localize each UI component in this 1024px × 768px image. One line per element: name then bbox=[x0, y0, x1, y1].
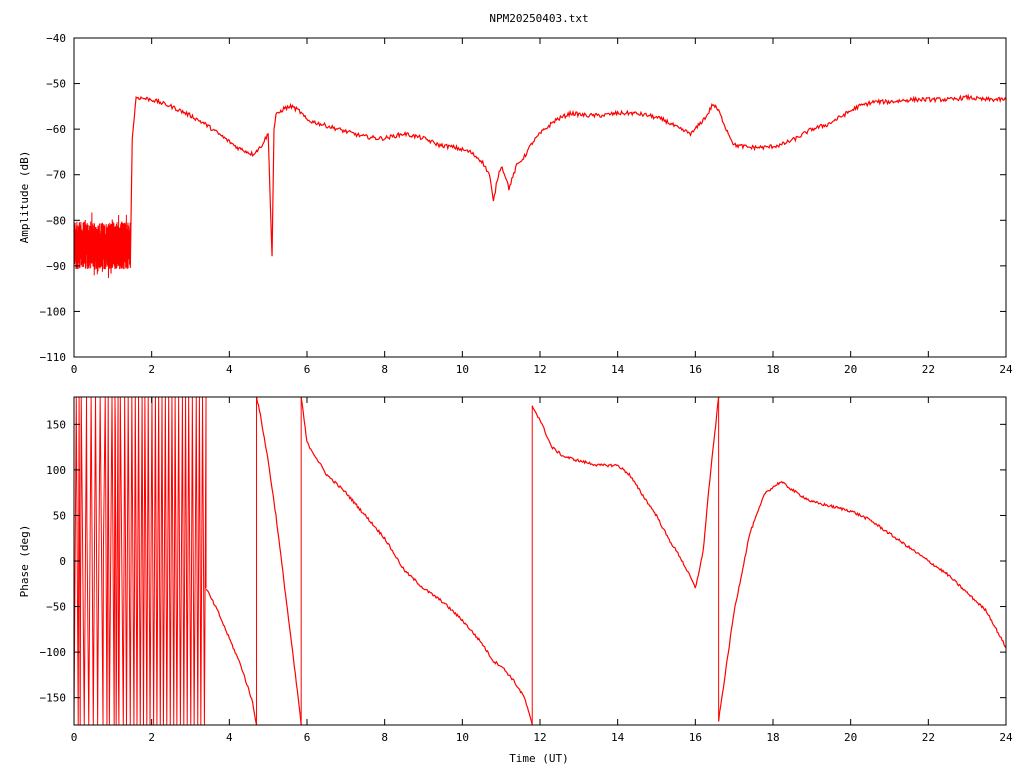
x-axis-label: Time (UT) bbox=[509, 752, 569, 765]
phase-line-segment-6 bbox=[718, 480, 1006, 722]
phase-x-tick-label: 4 bbox=[226, 731, 233, 744]
amplitude-x-tick-label: 6 bbox=[304, 363, 311, 376]
amplitude-x-tick-label: 14 bbox=[611, 363, 625, 376]
amplitude-y-tick-label: −50 bbox=[46, 78, 66, 91]
amplitude-x-tick-label: 16 bbox=[689, 363, 702, 376]
phase-wrapping-segment bbox=[74, 397, 207, 725]
phase-y-tick-label: −50 bbox=[46, 601, 66, 614]
phase-x-tick-label: 12 bbox=[533, 731, 546, 744]
phase-x-tick-label: 20 bbox=[844, 731, 857, 744]
amplitude-x-tick-label: 18 bbox=[766, 363, 779, 376]
amplitude-noisy-segment bbox=[74, 212, 131, 279]
phase-y-tick-label: −100 bbox=[40, 646, 67, 659]
amplitude-ticks: 0 2 4 6 8 10 12 14 16 18 20 22 24−110−100−90−80−70−6… bbox=[40, 32, 1013, 376]
phase-x-tick-label: 6 bbox=[304, 731, 311, 744]
amplitude-line bbox=[129, 93, 1006, 268]
amplitude-y-tick-label: −90 bbox=[46, 260, 66, 273]
phase-y-axis-label: Phase (deg) bbox=[18, 525, 31, 598]
phase-line-segment-4 bbox=[531, 405, 696, 589]
amplitude-x-tick-label: 8 bbox=[381, 363, 388, 376]
amplitude-y-tick-label: −110 bbox=[40, 351, 67, 364]
phase-series bbox=[74, 397, 1006, 725]
phase-x-tick-label: 10 bbox=[456, 731, 469, 744]
phase-x-tick-label: 14 bbox=[611, 731, 625, 744]
amplitude-y-tick-label: −40 bbox=[46, 32, 66, 45]
phase-line-segment-3 bbox=[300, 397, 533, 725]
amplitude-x-tick-label: 22 bbox=[922, 363, 935, 376]
amplitude-y-tick-label: −70 bbox=[46, 169, 66, 182]
amplitude-x-tick-label: 20 bbox=[844, 363, 857, 376]
phase-x-tick-label: 18 bbox=[766, 731, 779, 744]
phase-y-tick-label: −150 bbox=[40, 692, 67, 705]
chart-title: NPM20250403.txt bbox=[489, 12, 588, 25]
phase-ticks: 0 2 4 6 8 10 12 14 16 18 20 22 24−150−100−5005010015… bbox=[40, 397, 1013, 744]
amplitude-y-axis-label: Amplitude (dB) bbox=[18, 151, 31, 244]
amplitude-y-tick-label: −60 bbox=[46, 123, 66, 136]
phase-line-segment-1 bbox=[205, 588, 258, 725]
amplitude-x-tick-label: 12 bbox=[533, 363, 546, 376]
amplitude-series bbox=[74, 93, 1006, 279]
amplitude-y-tick-label: −100 bbox=[40, 305, 67, 318]
phase-y-tick-label: 50 bbox=[53, 509, 66, 522]
phase-line-segment-2 bbox=[255, 397, 302, 725]
phase-x-tick-label: 2 bbox=[148, 731, 155, 744]
amplitude-panel: 0 2 4 6 8 10 12 14 16 18 20 22 24−110−100−90−80−70−6… bbox=[18, 32, 1013, 376]
amplitude-x-tick-label: 10 bbox=[456, 363, 469, 376]
phase-x-tick-label: 16 bbox=[689, 731, 702, 744]
phase-panel: 0 2 4 6 8 10 12 14 16 18 20 22 24−150−100−5005010015… bbox=[18, 396, 1013, 765]
amplitude-x-tick-label: 4 bbox=[226, 363, 233, 376]
phase-y-tick-label: 0 bbox=[59, 555, 66, 568]
amplitude-x-tick-label: 2 bbox=[148, 363, 155, 376]
phase-x-tick-label: 24 bbox=[999, 731, 1013, 744]
phase-x-tick-label: 22 bbox=[922, 731, 935, 744]
phase-x-tick-label: 8 bbox=[381, 731, 388, 744]
phase-line-segment-5 bbox=[694, 397, 720, 588]
phase-y-tick-label: 100 bbox=[46, 464, 66, 477]
amplitude-x-tick-label: 0 bbox=[71, 363, 78, 376]
amplitude-y-tick-label: −80 bbox=[46, 214, 66, 227]
phase-y-tick-label: 150 bbox=[46, 418, 66, 431]
amplitude-x-tick-label: 24 bbox=[999, 363, 1013, 376]
phase-x-tick-label: 0 bbox=[71, 731, 78, 744]
